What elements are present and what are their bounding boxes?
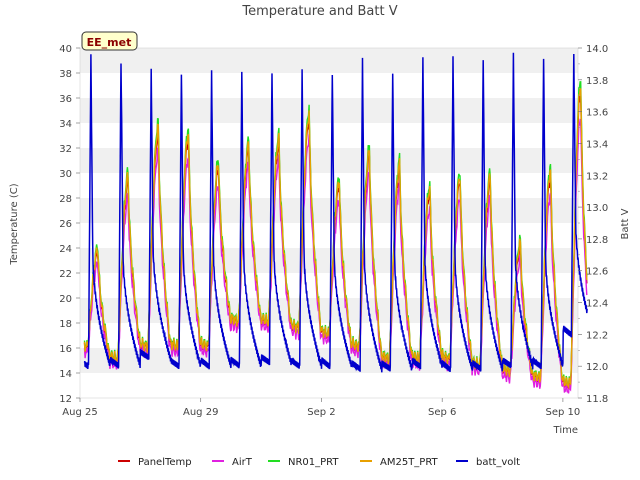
grid-band	[80, 48, 578, 73]
legend-label: PanelTemp	[138, 457, 192, 468]
y-left-tick-label: 30	[59, 169, 72, 180]
y-axis-right: 11.8 12.0 12.2 12.4 12.6 12.8 13.0 13.2 13.4 13.6…	[578, 44, 608, 405]
station-badge-label: EE_met	[87, 36, 132, 49]
y-left-tick-label: 38	[59, 69, 72, 80]
y-left-tick-label: 28	[59, 194, 72, 205]
y-right-tick-label: 13.4	[586, 139, 608, 150]
y-left-tick-label: 20	[59, 294, 72, 305]
grid-band	[80, 223, 578, 248]
y-left-tick-label: 40	[59, 44, 72, 55]
legend-label: batt_volt	[476, 457, 520, 468]
x-tick-label: Sep 6	[428, 407, 456, 418]
y-right-tick-label: 13.0	[586, 203, 608, 214]
legend-label: AM25T_PRT	[380, 457, 439, 468]
y-right-tick-label: 11.8	[586, 394, 608, 405]
grid-band	[80, 148, 578, 173]
y-axis-right-label: Batt V	[620, 208, 631, 239]
y-right-tick-label: 13.8	[586, 76, 608, 87]
y-left-tick-label: 34	[59, 119, 72, 130]
y-right-tick-label: 12.6	[586, 267, 608, 278]
x-tick-label: Sep 2	[307, 407, 335, 418]
series-line-batt-volt	[83, 52, 588, 373]
x-tick-label: Aug 29	[183, 407, 218, 418]
station-badge: EE_met	[81, 31, 138, 51]
y-left-tick-label: 24	[59, 244, 72, 255]
y-left-tick-label: 12	[59, 394, 72, 405]
y-right-tick-label: 12.4	[586, 299, 608, 310]
y-left-tick-label: 26	[59, 219, 72, 230]
x-axis-label: Time	[553, 425, 578, 436]
legend-label: NR01_PRT	[288, 457, 339, 468]
y-left-tick-label: 36	[59, 94, 72, 105]
y-right-tick-label: 13.6	[586, 108, 608, 119]
y-axis-left-label: Temperature (C)	[9, 183, 20, 265]
x-tick-label: Aug 25	[62, 407, 97, 418]
x-axis: Aug 25 Aug 29 Sep 2 Sep 6 Sep 10	[62, 398, 580, 418]
y-left-tick-label: 22	[59, 269, 72, 280]
y-axis-left: 12 14 16 18 20 22 24 26 28 30 32 34 36 38 40	[59, 44, 80, 405]
grid-band	[80, 98, 578, 123]
grid-band	[80, 373, 578, 398]
grid-band	[80, 198, 578, 223]
plot-background-bands	[80, 48, 578, 398]
y-right-tick-label: 14.0	[586, 44, 608, 55]
y-right-tick-label: 12.0	[586, 362, 608, 373]
y-right-tick-label: 12.8	[586, 235, 608, 246]
y-right-tick-label: 12.2	[586, 330, 608, 341]
grid-band	[80, 123, 578, 148]
grid-band	[80, 73, 578, 98]
grid-band	[80, 298, 578, 323]
y-right-tick-label: 13.2	[586, 171, 608, 182]
legend-label: AirT	[232, 457, 253, 468]
y-left-tick-label: 16	[59, 344, 72, 355]
y-left-tick-label: 14	[59, 369, 72, 380]
series-lines	[83, 52, 588, 394]
x-tick-label: Sep 10	[546, 407, 581, 418]
legend: PanelTemp AirT NR01_PRT AM25T_PRT batt_volt	[118, 457, 520, 468]
series-line-am25t_prt	[83, 88, 588, 390]
chart-title: Temperature and Batt V	[241, 4, 397, 19]
y-left-tick-label: 18	[59, 319, 72, 330]
y-left-tick-label: 32	[59, 144, 72, 155]
grid-band	[80, 173, 578, 198]
